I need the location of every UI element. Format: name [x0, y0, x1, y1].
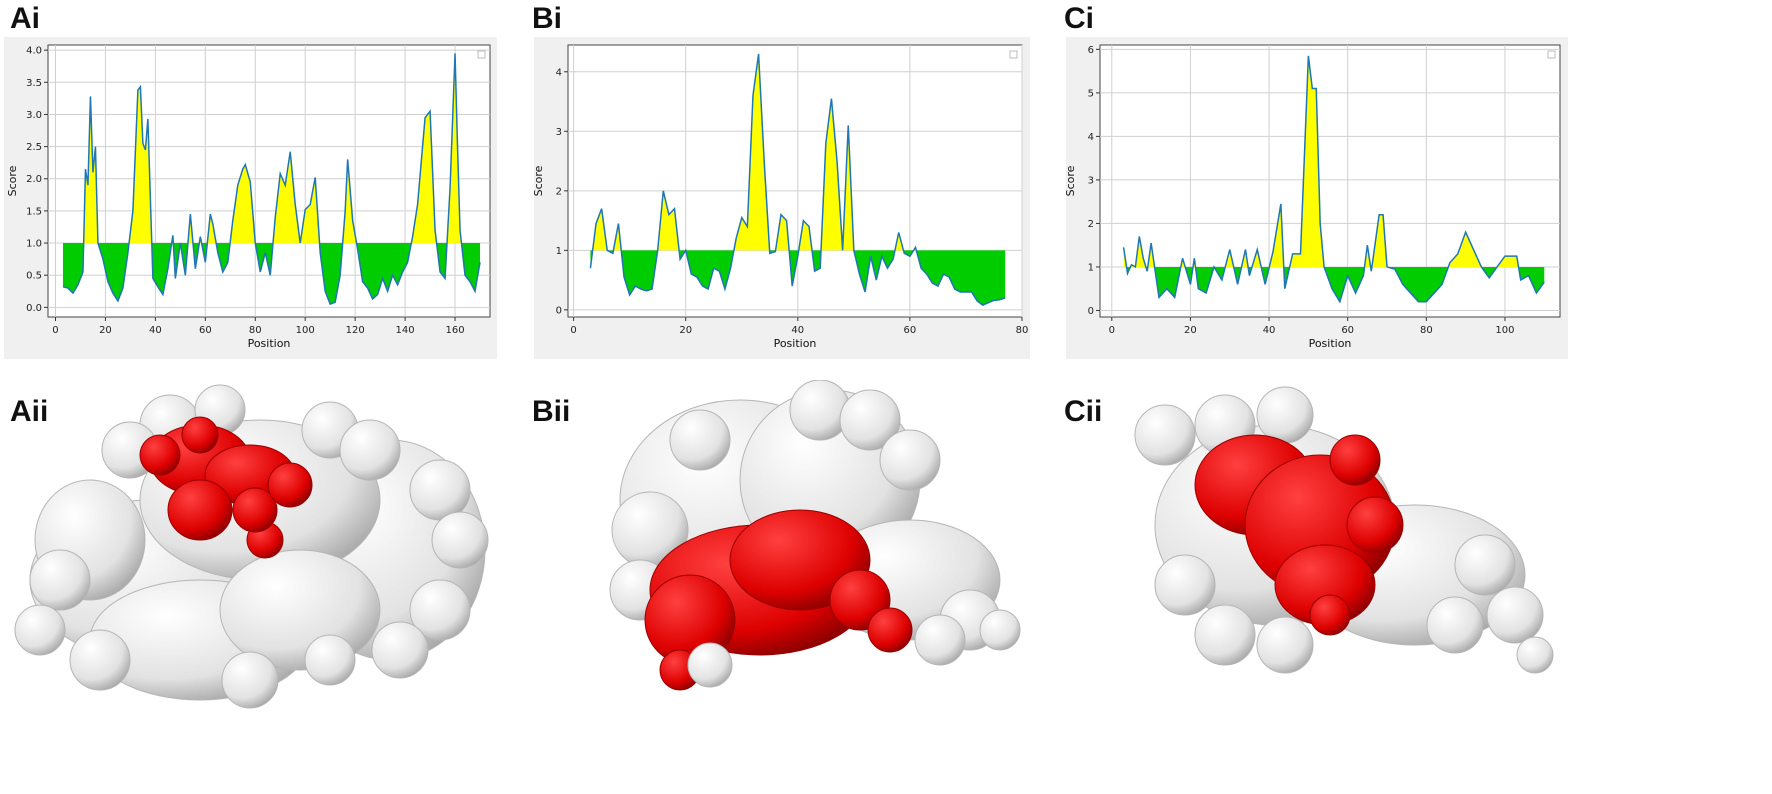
y-tick-label: 4.0: [26, 46, 42, 57]
chart-b: 0 20 40 60 80 0 1 2 3 4 Position Score: [534, 37, 1030, 359]
y-tick-label: 2.0: [26, 174, 42, 185]
x-tick-label: 60: [199, 325, 212, 336]
panel-label-ai: Ai: [10, 2, 40, 35]
x-axis-label: Position: [1309, 337, 1352, 350]
panel-label-bi: Bi: [532, 2, 562, 35]
x-tick-label: 40: [791, 325, 804, 336]
x-tick-label: 140: [396, 325, 415, 336]
protein-surface-a: [14, 384, 489, 709]
area-below-threshold: [1123, 266, 1545, 302]
x-tick-label: 80: [249, 325, 262, 336]
chart-c: 0 20 40 60 80 100 0 1 2 3 4 5 6 Position Score: [1066, 37, 1568, 359]
score-line: [589, 53, 1006, 306]
y-tick-label: 2: [1088, 219, 1094, 230]
panel-label-aii: Aii: [10, 395, 49, 428]
y-tick-label: 2.5: [26, 142, 42, 153]
y-tick-label: 4: [1088, 132, 1094, 143]
x-tick-label: 0: [1109, 325, 1115, 336]
y-axis-label: Score: [534, 165, 545, 196]
area-below-threshold: [62, 243, 481, 305]
y-tick-label: 3: [1088, 175, 1094, 186]
epitope-a: [139, 416, 313, 559]
chart-a: 0 20 40 60 80 100 120 140 160 0.0 0.5 1.0 1.5 2.0 2.5 3…: [4, 37, 497, 359]
area-below-threshold: [590, 250, 1006, 306]
x-tick-label: 20: [679, 325, 692, 336]
chart-b-svg: 0 20 40 60 80 0 1 2 3 4 Position Score: [534, 44, 1029, 350]
x-axis-label: Position: [774, 337, 817, 350]
score-line: [62, 53, 481, 306]
x-axis-label: Position: [248, 337, 291, 350]
x-tick-label: 40: [1263, 325, 1276, 336]
y-tick-label: 1: [1088, 262, 1094, 273]
area-above-threshold: [62, 53, 481, 244]
y-tick-label: 0.5: [26, 271, 42, 282]
x-tick-label: 80: [1420, 325, 1433, 336]
score-line: [1122, 55, 1545, 304]
y-tick-label: 1.0: [26, 239, 42, 250]
legend-box: [477, 50, 486, 59]
x-tick-label: 20: [1184, 325, 1197, 336]
legend-box: [1009, 50, 1018, 59]
chart-c-svg: 0 20 40 60 80 100 0 1 2 3 4 5 6 Position Score: [1066, 44, 1561, 350]
y-tick-label: 3.0: [26, 110, 42, 121]
epitope-b: [644, 509, 913, 691]
y-tick-label: 4: [556, 67, 562, 78]
protein-surface-c: [1134, 386, 1554, 674]
panel-label-bii: Bii: [532, 395, 571, 428]
panel-label-cii: Cii: [1064, 395, 1103, 428]
x-tick-label: 80: [1016, 325, 1029, 336]
panel-label-ci: Ci: [1064, 2, 1094, 35]
y-tick-label: 6: [1088, 45, 1094, 56]
legend-box: [1547, 50, 1556, 59]
x-tick-label: 100: [1495, 325, 1514, 336]
x-tick-label: 60: [1341, 325, 1354, 336]
x-tick-label: 160: [445, 325, 464, 336]
y-tick-label: 0: [556, 305, 562, 316]
x-tick-label: 60: [904, 325, 917, 336]
x-tick-label: 40: [149, 325, 162, 336]
y-tick-label: 0.0: [26, 303, 42, 314]
protein-surface-b: [609, 380, 1021, 691]
y-axis-label: Score: [6, 165, 19, 196]
y-tick-label: 2: [556, 186, 562, 197]
x-tick-label: 20: [99, 325, 112, 336]
x-tick-label: 100: [296, 325, 315, 336]
epitope-c: [1194, 434, 1404, 636]
y-tick-label: 3.5: [26, 78, 42, 89]
x-tick-label: 0: [570, 325, 576, 336]
chart-a-svg: 0 20 40 60 80 100 120 140 160 0.0 0.5 1.0 1.5 2.0 2.5 3…: [6, 44, 491, 350]
y-tick-label: 5: [1088, 88, 1094, 99]
y-tick-label: 1.5: [26, 206, 42, 217]
x-tick-label: 0: [52, 325, 58, 336]
y-tick-label: 1: [556, 246, 562, 257]
y-tick-label: 3: [556, 127, 562, 138]
y-tick-label: 0: [1088, 306, 1094, 317]
y-axis-label: Score: [1066, 165, 1077, 196]
x-tick-label: 120: [346, 325, 365, 336]
